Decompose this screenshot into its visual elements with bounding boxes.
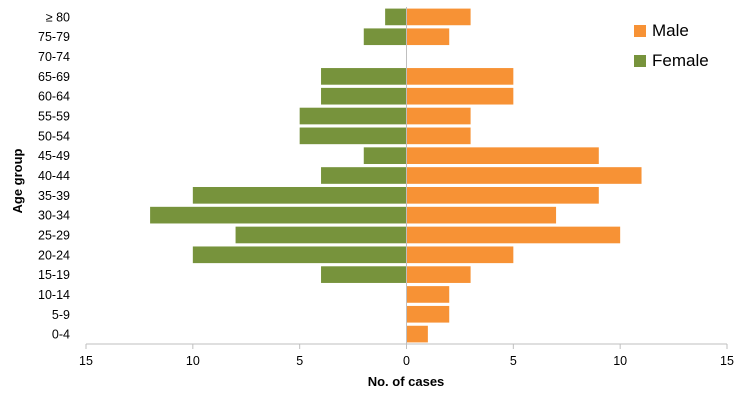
y-tick-label: 5-9 xyxy=(52,308,70,322)
legend-swatch-female xyxy=(634,55,646,67)
x-tick-label: 5 xyxy=(510,354,517,368)
bar-male-20-24 xyxy=(406,246,514,264)
bar-male-35-39 xyxy=(406,186,599,204)
legend-label-male: Male xyxy=(652,21,689,40)
y-tick-label: ≥ 80 xyxy=(46,10,70,24)
bar-male-25-29 xyxy=(406,226,621,244)
y-tick-label: 45-49 xyxy=(38,149,70,163)
bar-male-65-69 xyxy=(406,68,514,85)
bar-male-40-44 xyxy=(406,167,642,184)
bar-male-10-14 xyxy=(406,286,450,303)
bar-female-30-34 xyxy=(150,206,407,224)
y-axis-title: Age group xyxy=(10,148,25,213)
bar-male-30-34 xyxy=(406,206,557,224)
x-tick-label: 15 xyxy=(720,354,734,368)
x-tick-label: 5 xyxy=(296,354,303,368)
bar-female-40-44 xyxy=(321,167,407,184)
bar-female-50-54 xyxy=(299,127,407,145)
bar-male-45-49 xyxy=(406,147,599,165)
x-tick-label: 0 xyxy=(403,354,410,368)
bar-male-75-79 xyxy=(406,28,450,46)
y-tick-label: 55-59 xyxy=(38,110,70,124)
x-tick-label: 15 xyxy=(79,354,93,368)
legend-swatch-male xyxy=(634,25,646,37)
bar-male-5-9 xyxy=(406,305,450,323)
y-tick-label: 75-79 xyxy=(38,30,70,44)
y-tick-label: 30-34 xyxy=(38,209,70,223)
bar-female-20-24 xyxy=(192,246,407,264)
bar-male-60-64 xyxy=(406,87,514,105)
bar-female-60-64 xyxy=(321,87,407,105)
bar-female-65-69 xyxy=(321,68,407,85)
y-tick-label: 10-14 xyxy=(38,288,70,302)
y-tick-label: 65-69 xyxy=(38,70,70,84)
bar-female-45-49 xyxy=(363,147,407,165)
bar-male-≥ 80 xyxy=(406,8,471,26)
bar-female-25-29 xyxy=(235,226,407,244)
bar-male-15-19 xyxy=(406,266,471,283)
bar-female-55-59 xyxy=(299,107,407,125)
bar-female-35-39 xyxy=(192,186,407,204)
y-tick-label: 25-29 xyxy=(38,228,70,242)
y-tick-label: 40-44 xyxy=(38,169,70,183)
y-tick-label: 60-64 xyxy=(38,90,70,104)
x-tick-label: 10 xyxy=(613,354,627,368)
x-axis-title: No. of cases xyxy=(368,374,445,389)
y-tick-label: 0-4 xyxy=(52,328,70,342)
y-tick-label: 15-19 xyxy=(38,268,70,282)
bars-group xyxy=(150,8,642,343)
legend: Male Female xyxy=(634,21,709,70)
y-tick-label: 20-24 xyxy=(38,248,70,262)
bar-male-0-4 xyxy=(406,325,428,343)
bar-male-55-59 xyxy=(406,107,471,125)
x-tick-label: 10 xyxy=(186,354,200,368)
x-axis-ticks: 15 10 5 0 5 10 15 xyxy=(79,344,734,368)
y-tick-label: 35-39 xyxy=(38,189,70,203)
y-axis-tick-labels: 0-4 5-9 10-14 15-19 20-24 25-29 30-34 35-39 40-4… xyxy=(38,10,70,341)
y-tick-label: 70-74 xyxy=(38,50,70,64)
bar-female-15-19 xyxy=(321,266,407,283)
y-tick-label: 50-54 xyxy=(38,129,70,143)
bar-female-≥ 80 xyxy=(385,8,407,26)
legend-label-female: Female xyxy=(652,51,709,70)
bar-female-75-79 xyxy=(363,28,407,46)
bar-male-50-54 xyxy=(406,127,471,145)
